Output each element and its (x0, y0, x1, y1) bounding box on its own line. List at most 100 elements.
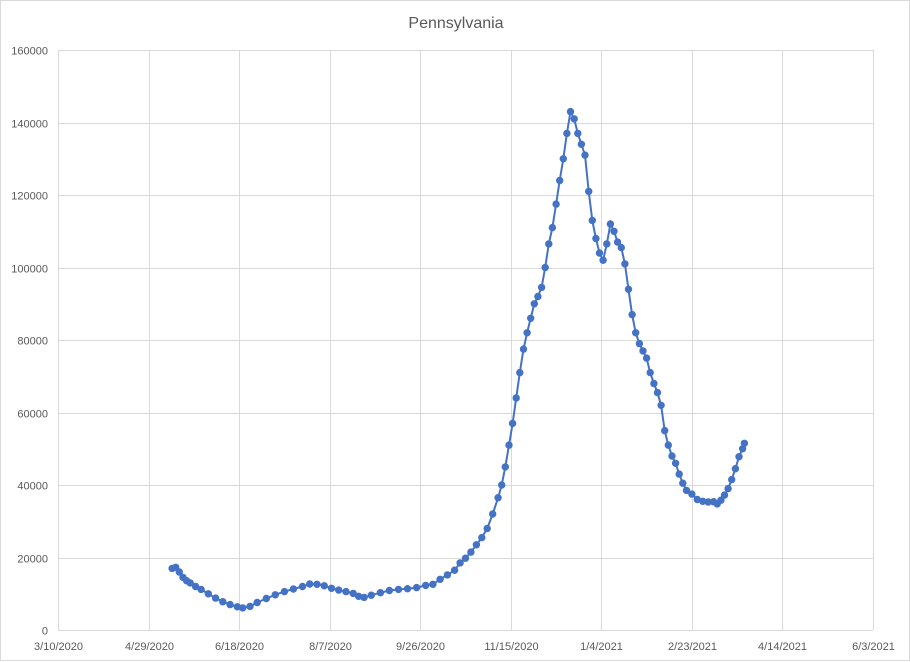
data-point (613, 238, 622, 246)
data-point (505, 441, 513, 449)
data-point (175, 568, 183, 576)
data-point (211, 594, 220, 602)
data-point (489, 510, 497, 518)
data-point (335, 586, 343, 594)
data-point (298, 582, 307, 591)
data-point (675, 470, 683, 478)
data-point (624, 285, 633, 293)
data-point (635, 339, 644, 348)
x-tick-label: 4/14/2021 (758, 641, 807, 653)
x-tick-label: 4/29/2020 (125, 641, 174, 653)
y-tick-label: 100000 (11, 264, 48, 276)
data-point (271, 591, 279, 599)
y-axis-tick-labels: 0 20000 40000 60000 80000 100000 120000 140000 1… (11, 46, 48, 638)
y-tick-label: 160000 (11, 46, 48, 58)
data-point (671, 459, 680, 467)
data-point (720, 491, 729, 499)
data-point (639, 347, 647, 355)
data-point (394, 585, 403, 594)
data-point (588, 216, 596, 225)
data-point (585, 187, 593, 196)
data-point (360, 593, 368, 602)
x-tick-label: 1/4/2021 (580, 641, 623, 653)
data-point (731, 465, 740, 473)
data-point (668, 452, 676, 460)
data-point (498, 481, 506, 489)
data-point (650, 379, 658, 388)
data-point (467, 548, 475, 556)
data-point (570, 115, 578, 123)
data-point (478, 533, 486, 542)
data-point (429, 580, 437, 588)
y-tick-label: 0 (42, 626, 48, 638)
data-point (688, 490, 696, 498)
data-point (606, 220, 615, 228)
data-point (306, 580, 314, 588)
data-point (595, 249, 604, 257)
x-tick-label: 6/18/2020 (215, 641, 264, 653)
data-point (559, 155, 567, 163)
data-point (403, 585, 412, 593)
data-point (566, 107, 575, 116)
y-tick-label: 140000 (11, 119, 48, 131)
data-point (679, 479, 687, 487)
data-point (552, 200, 560, 208)
x-axis-tick-labels: 3/10/2020 4/29/2020 6/18/2020 8/7/2020 9/26/… (34, 641, 895, 653)
x-tick-label: 3/10/2020 (34, 641, 83, 653)
data-point (574, 129, 582, 138)
data-point (541, 263, 549, 272)
data-point (632, 329, 640, 337)
chart-title: Pennsylvania (408, 15, 503, 32)
data-point (483, 524, 491, 533)
data-point (313, 580, 321, 588)
x-tick-label: 8/7/2020 (309, 641, 352, 653)
data-point (530, 300, 538, 308)
data-point (501, 463, 509, 471)
data-point (186, 579, 194, 587)
data-point (642, 354, 651, 362)
data-point (376, 589, 385, 597)
data-point (728, 475, 736, 484)
data-point (603, 240, 611, 248)
y-tick-label: 20000 (17, 554, 48, 566)
data-point (519, 345, 528, 353)
data-point (661, 426, 669, 435)
data-point (494, 494, 502, 502)
data-point (657, 401, 665, 409)
data-point (219, 598, 227, 606)
data-point (577, 140, 586, 148)
data-point (385, 586, 394, 595)
data-point (735, 453, 743, 461)
data-point (262, 594, 270, 603)
data-point (422, 581, 430, 590)
data-point (327, 584, 336, 592)
data-point (646, 368, 654, 377)
y-tick-label: 80000 (17, 336, 48, 348)
data-point (682, 486, 691, 495)
data-point (556, 176, 564, 185)
data-point (581, 151, 589, 159)
x-tick-label: 2/23/2021 (668, 641, 717, 653)
data-point (412, 583, 421, 592)
x-tick-label: 11/15/2020 (484, 641, 538, 653)
x-tick-label: 6/3/2021 (852, 641, 895, 653)
data-point (523, 329, 531, 337)
data-point (592, 234, 600, 243)
data-point (653, 388, 662, 397)
data-point (204, 590, 212, 598)
data-point (548, 223, 557, 232)
data-point (443, 571, 452, 579)
data-point (238, 604, 247, 612)
data-point (253, 598, 261, 607)
gridlines (58, 50, 874, 631)
data-point (724, 484, 732, 493)
x-tick-label: 9/26/2020 (396, 641, 445, 653)
data-point (617, 243, 625, 252)
y-tick-label: 40000 (17, 481, 48, 493)
y-tick-label: 60000 (17, 409, 48, 421)
data-point (599, 256, 607, 264)
data-point (450, 566, 459, 574)
data-point (456, 559, 464, 567)
